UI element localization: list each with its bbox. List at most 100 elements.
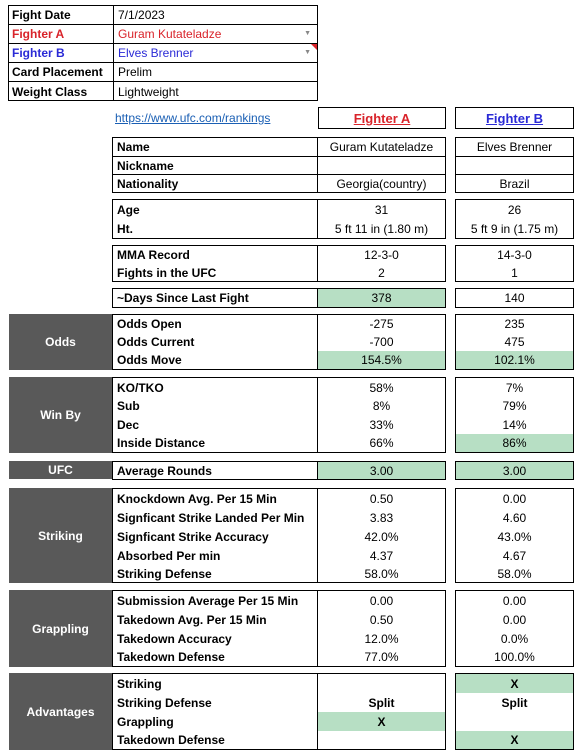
advantages-labels: Striking Striking Defense Grappling Take… <box>112 673 318 750</box>
card-placement-value[interactable]: Prelim <box>118 65 153 79</box>
sub-b: 79% <box>502 399 527 413</box>
submission-avg-label: Submission Average Per 15 Min <box>117 593 299 608</box>
striking-defense-b: 58.0% <box>497 567 532 581</box>
takedown-defense-b: 100.0% <box>494 650 535 664</box>
advantages-section-label: Advantages <box>9 673 112 750</box>
ko-label: KO/TKO <box>117 380 164 395</box>
striking-b: 0.00 4.60 43.0% 4.67 58.0% <box>455 488 574 583</box>
profile-labels: Name Nickname Nationality <box>112 137 318 193</box>
chevron-down-icon[interactable]: ▼ <box>304 49 311 56</box>
winby-section-label: Win By <box>9 377 112 453</box>
adv-grappling-a: X <box>377 714 386 729</box>
age-label: Age <box>117 202 140 217</box>
takedown-avg-label: Takedown Avg. Per 15 Min <box>117 612 267 627</box>
adv-striking-defense-b: Split <box>501 695 528 710</box>
fight-date-label: Fight Date <box>9 6 114 24</box>
fighter-a-value: Guram Kutateladze <box>118 27 222 41</box>
inside-distance-label: Inside Distance <box>117 436 206 450</box>
height-a: 5 ft 11 in (1.80 m) <box>334 221 429 236</box>
height-label: Ht. <box>117 221 133 236</box>
dec-b: 14% <box>502 417 527 432</box>
grappling-a: 0.00 0.50 12.0% 77.0% <box>317 590 446 667</box>
ufc-fights-a: 2 <box>378 266 385 280</box>
striking-defense-label: Striking Defense <box>117 567 212 581</box>
ufc-label-cell: Average Rounds <box>112 461 318 480</box>
odds-open-b: 235 <box>504 317 525 331</box>
takedown-defense-a: 77.0% <box>364 650 399 664</box>
sub-a: 8% <box>372 399 391 413</box>
adv-striking-b: X <box>510 676 519 691</box>
fighter-b-label: Fighter B <box>9 44 114 62</box>
ufc-fights-label: Fights in the UFC <box>117 266 217 280</box>
average-rounds-a: 3.00 <box>369 463 394 478</box>
adv-striking-defense-a: Split <box>368 695 395 710</box>
mma-record-b: 14-3-0 <box>497 248 532 262</box>
days-label-cell: ~Days Since Last Fight <box>112 288 318 308</box>
weight-class-label: Weight Class <box>9 82 114 101</box>
nationality-b: Brazil <box>499 177 530 191</box>
ufc-section-label: UFC <box>9 461 112 479</box>
takedown-accuracy-b: 0.0% <box>500 631 529 646</box>
fight-date-row: Fight Date 7/1/2023 <box>9 6 317 25</box>
winby-b: 7% 79% 14% 86% <box>455 377 574 453</box>
knockdown-a: 0.50 <box>369 491 394 506</box>
ko-a: 58% <box>369 380 394 395</box>
ufc-b-cell: 3.00 <box>455 461 574 480</box>
fight-info-table: Fight Date 7/1/2023 Fighter A Guram Kuta… <box>8 5 318 101</box>
age-a: 31 <box>374 202 389 217</box>
name-label: Name <box>117 140 150 154</box>
advantages-b: X Split X <box>455 673 574 750</box>
odds-move-label: Odds Move <box>117 353 182 367</box>
fighter-a-row: Fighter A Guram Kutateladze ▼ <box>9 25 317 44</box>
physical-labels: Age Ht. <box>112 199 318 239</box>
days-a: 378 <box>371 291 392 305</box>
odds-move-b: 102.1% <box>494 353 535 367</box>
days-a-cell: 378 <box>317 288 446 308</box>
dec-label: Dec <box>117 417 140 432</box>
mma-record-label: MMA Record <box>117 248 190 262</box>
profile-a: Guram Kutateladze Georgia(country) <box>317 137 446 193</box>
grappling-b: 0.00 0.00 0.0% 100.0% <box>455 590 574 667</box>
fighter-a-heading: Fighter A <box>318 107 446 129</box>
days-label: ~Days Since Last Fight <box>117 291 249 305</box>
odds-open-a: -275 <box>369 317 394 331</box>
ko-b: 7% <box>505 380 524 395</box>
nationality-label: Nationality <box>117 177 179 191</box>
comment-indicator-icon[interactable] <box>311 44 317 50</box>
winby-labels: KO/TKO Sub Dec Inside Distance <box>112 377 318 453</box>
fighter-a-select[interactable]: Guram Kutateladze ▼ <box>114 25 317 43</box>
winby-a: 58% 8% 33% 66% <box>317 377 446 453</box>
fighter-b-select[interactable]: Elves Brenner ▼ <box>114 44 317 62</box>
submission-avg-b: 0.00 <box>502 593 527 608</box>
odds-open-label: Odds Open <box>117 317 182 331</box>
sub-label: Sub <box>117 399 140 413</box>
grappling-section-label: Grappling <box>9 590 112 667</box>
fight-date-value[interactable]: 7/1/2023 <box>118 8 165 22</box>
weight-class-value[interactable]: Lightweight <box>118 84 179 99</box>
physical-b: 26 5 ft 9 in (1.75 m) <box>455 199 574 239</box>
ufc-fights-b: 1 <box>511 266 518 280</box>
submission-avg-a: 0.00 <box>369 593 394 608</box>
odds-current-label: Odds Current <box>117 335 195 349</box>
takedown-accuracy-label: Takedown Accuracy <box>117 631 232 646</box>
striking-a: 0.50 3.83 42.0% 4.37 58.0% <box>317 488 446 583</box>
name-b: Elves Brenner <box>476 140 553 154</box>
strike-accuracy-label: Signficant Strike Accuracy <box>117 529 269 544</box>
chevron-down-icon[interactable]: ▼ <box>304 30 311 37</box>
days-b: 140 <box>504 291 525 305</box>
slpm-label: Signficant Strike Landed Per Min <box>117 510 305 525</box>
days-b-cell: 140 <box>455 288 574 308</box>
mma-record-a: 12-3-0 <box>364 248 399 262</box>
striking-section-label: Striking <box>9 488 112 583</box>
grappling-labels: Submission Average Per 15 Min Takedown A… <box>112 590 318 667</box>
weight-class-row: Weight Class Lightweight <box>9 82 317 101</box>
inside-distance-b: 86% <box>502 436 527 450</box>
nationality-a: Georgia(country) <box>336 177 427 191</box>
rankings-link[interactable]: https://www.ufc.com/rankings <box>115 111 271 125</box>
physical-a: 31 5 ft 11 in (1.80 m) <box>317 199 446 239</box>
odds-b: 235 475 102.1% <box>455 314 574 370</box>
ufc-a-cell: 3.00 <box>317 461 446 480</box>
fighter-b-value: Elves Brenner <box>118 46 194 60</box>
name-a: Guram Kutateladze <box>329 140 434 154</box>
fighter-b-heading: Fighter B <box>455 107 574 129</box>
